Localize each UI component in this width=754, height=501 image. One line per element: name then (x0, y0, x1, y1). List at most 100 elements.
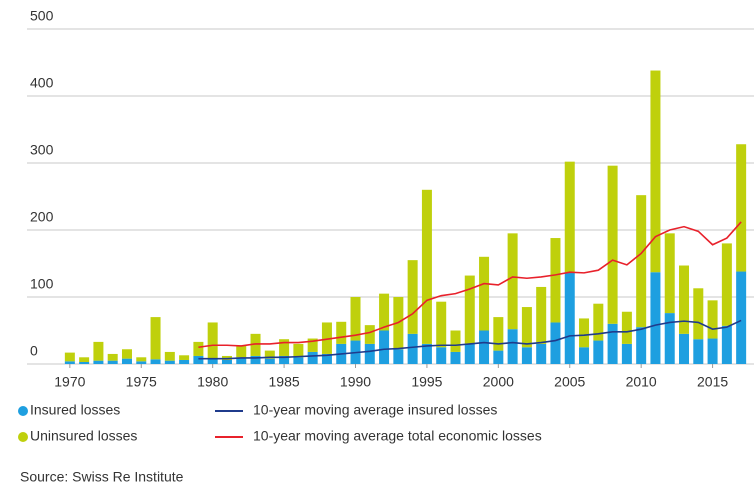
bar (193, 355, 204, 364)
x-tick-label: 1995 (411, 374, 442, 390)
bar (550, 322, 561, 364)
bar (507, 233, 518, 330)
bar (707, 300, 718, 339)
bar (279, 339, 290, 356)
bar (236, 345, 247, 358)
legend-label: Insured losses (30, 402, 120, 418)
y-tick-label: 400 (30, 75, 54, 91)
bar (293, 343, 304, 358)
bar (479, 256, 490, 331)
bar (321, 322, 332, 354)
bar (721, 325, 732, 364)
bar (93, 341, 104, 361)
legend-label: 10-year moving average total economic lo… (253, 428, 542, 444)
bar (664, 313, 675, 364)
y-tick-label: 200 (30, 209, 54, 225)
bar (350, 297, 361, 341)
bar (121, 349, 132, 359)
y-tick-label: 300 (30, 142, 54, 158)
bar (136, 357, 147, 362)
bar (693, 288, 704, 340)
source: Source: Swiss Re Institute (20, 469, 184, 485)
bar (164, 351, 175, 361)
bar (264, 350, 275, 359)
bar (736, 271, 747, 364)
bar (321, 353, 332, 364)
bar (636, 195, 647, 328)
bar (221, 359, 232, 364)
x-tick-label: 2015 (697, 374, 728, 390)
bar (464, 343, 475, 364)
bar (279, 355, 290, 364)
bar (536, 286, 547, 344)
line (198, 221, 742, 349)
bar (150, 317, 161, 360)
bar (179, 355, 190, 360)
bar (107, 353, 118, 361)
bar (307, 351, 318, 364)
bar (736, 144, 747, 272)
bar (593, 303, 604, 341)
x-tick-label: 1985 (269, 374, 300, 390)
bar (436, 347, 447, 364)
bar (507, 329, 518, 364)
x-tick-label: 1975 (126, 374, 157, 390)
bar (107, 360, 118, 364)
bar (379, 293, 390, 331)
y-tick-label: 0 (30, 343, 38, 359)
bar (436, 301, 447, 348)
x-tick-label: 2005 (554, 374, 585, 390)
legend-label: 10-year moving average insured losses (253, 402, 497, 418)
bar (179, 359, 190, 364)
legend-swatch (18, 432, 28, 442)
bar (450, 330, 461, 352)
x-tick-label: 1970 (54, 374, 85, 390)
bar (493, 317, 504, 351)
bar (207, 322, 218, 359)
bar (150, 359, 161, 364)
bar (407, 260, 418, 334)
bar (693, 339, 704, 364)
bar (450, 351, 461, 364)
bar (121, 358, 132, 364)
bar (593, 340, 604, 364)
bar (564, 161, 575, 273)
bar (621, 343, 632, 364)
bar (536, 343, 547, 364)
bar (479, 330, 490, 364)
x-tick-label: 2010 (626, 374, 657, 390)
bar (679, 333, 690, 364)
bar (521, 347, 532, 364)
bar (64, 352, 75, 362)
bar (421, 189, 432, 344)
bar (464, 275, 475, 344)
bar (493, 350, 504, 364)
legend-label: Uninsured losses (30, 428, 137, 444)
x-tick-label: 1980 (197, 374, 228, 390)
bar (607, 165, 618, 324)
bar (521, 307, 532, 348)
bar (164, 360, 175, 364)
x-tick-label: 2000 (483, 374, 514, 390)
bar (93, 360, 104, 364)
bar (336, 321, 347, 344)
y-tick-label: 100 (30, 276, 54, 292)
bar (250, 333, 261, 356)
bar (64, 361, 75, 364)
bar (364, 325, 375, 344)
bar (564, 272, 575, 364)
bar (407, 333, 418, 364)
bar (193, 341, 204, 356)
y-tick-label: 500 (30, 8, 54, 24)
bar (236, 357, 247, 364)
bar (650, 70, 661, 273)
x-tick-label: 1990 (340, 374, 371, 390)
bar (264, 358, 275, 364)
bar (379, 330, 390, 364)
bar (636, 327, 647, 364)
bar (250, 355, 261, 364)
bar (679, 265, 690, 334)
bar (364, 343, 375, 364)
bar (421, 343, 432, 364)
